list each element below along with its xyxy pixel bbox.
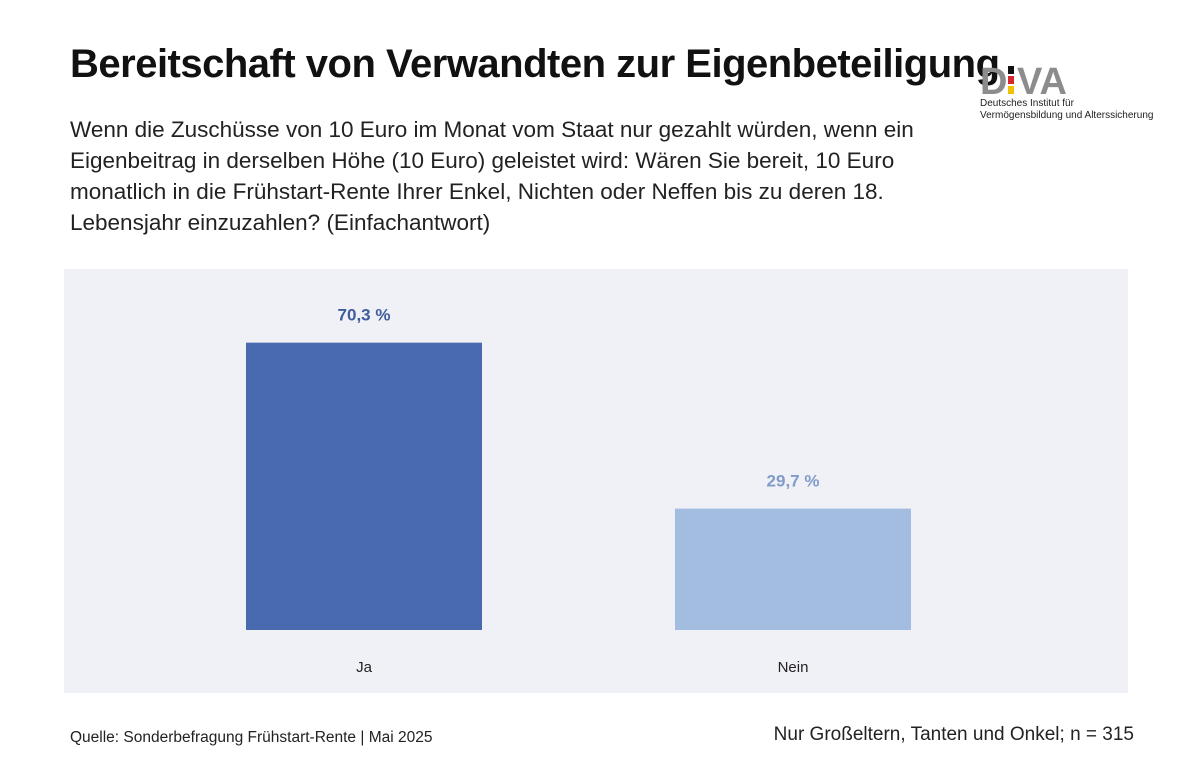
source-note: Quelle: Sonderbefragung Frühstart-Rente … [70, 729, 433, 746]
chart-panel: 70,3 % Ja 29,7 % Nein [64, 269, 1128, 693]
category-label-ja: Ja [356, 659, 373, 676]
bar-nein [675, 508, 911, 630]
category-label-nein: Nein [778, 659, 809, 676]
bar-chart: 70,3 % Ja 29,7 % Nein [246, 306, 911, 676]
value-label-nein: 29,7 % [767, 472, 820, 491]
survey-question: Wenn die Zuschüsse von 10 Euro im Monat … [70, 117, 914, 235]
chart-title: Bereitschaft von Verwandten zur Eigenbet… [70, 42, 1000, 86]
value-label-ja: 70,3 % [338, 306, 391, 325]
sample-note: Nur Großeltern, Tanten und Onkel; n = 31… [773, 724, 1134, 745]
diva-logo: D VA Deutsches Institut für Vermögensbil… [980, 62, 1170, 122]
logo-line-1: Deutsches Institut für [980, 98, 1074, 109]
logo-subtitle: Deutsches Institut für Vermögensbildung … [980, 98, 1170, 122]
diva-logo-mark: D VA [980, 62, 1067, 96]
bar-ja [246, 342, 482, 630]
svg-text:VA: VA [1017, 62, 1067, 96]
logo-line-2: Vermögensbildung und Alterssicherung [980, 110, 1154, 121]
svg-text:D: D [980, 62, 1007, 96]
